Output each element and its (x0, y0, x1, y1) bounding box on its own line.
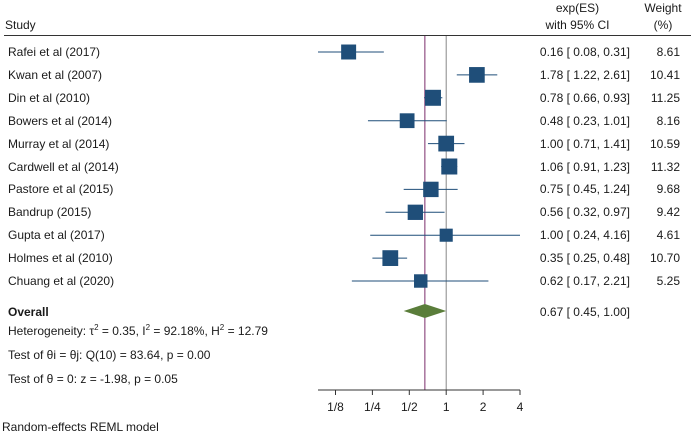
study-name: Cardwell et al (2014) (8, 159, 119, 174)
x-axis-tick-label: 2 (480, 400, 487, 414)
study-name: Gupta et al (2017) (8, 228, 105, 243)
study-es-ci: 0.62 [ 0.17, 2.21] (539, 274, 630, 288)
study-es-ci: 0.48 [ 0.23, 1.01] (539, 113, 630, 128)
study-weight: 8.61 (656, 45, 680, 59)
x-axis-tick-label: 4 (517, 400, 524, 414)
effect-size-marker (423, 181, 439, 198)
weight-column-header-line1: Weight (644, 1, 682, 15)
study-weight: 8.16 (656, 113, 680, 128)
tau-squared-sup: 2 (94, 323, 99, 332)
heterogeneity-h-rest: = 12.79 (224, 324, 268, 338)
x-axis-tick-label: 1/4 (364, 400, 381, 414)
study-name: Rafei et al (2017) (8, 45, 101, 59)
study-es-ci: 0.56 [ 0.32, 0.97] (539, 205, 630, 220)
effect-size-marker (438, 135, 455, 152)
study-name: Din et al (2010) (8, 90, 91, 105)
study-name: Bandrup (2015) (8, 205, 92, 220)
effect-size-marker (382, 250, 399, 266)
heterogeneity-i-rest: = 92.18%, H (150, 324, 220, 338)
i-squared-sup: 2 (145, 323, 151, 332)
effect-size-marker (399, 113, 415, 129)
study-column-header: Study (5, 18, 36, 32)
heterogeneity-prefix: Heterogeneity: τ (8, 324, 95, 338)
study-es-ci: 0.16 [ 0.08, 0.31] (539, 45, 630, 59)
study-name: Pastore et al (2015) (8, 182, 114, 197)
overall-es-text: 0.67 [ 0.45, 1.00] (539, 305, 630, 319)
study-weight: 11.25 (650, 90, 680, 105)
study-name: Bowers et al (2014) (8, 113, 113, 128)
model-note: Random-effects REML model (2, 420, 159, 434)
es-column-header-line1: exp(ES) (555, 1, 600, 15)
test-theta-i-equals-theta-j: Test of θi = θj: Q(10) = 83.64, p = 0.00 (8, 348, 211, 362)
study-weight: 10.59 (649, 136, 680, 151)
study-es-ci: 0.35 [ 0.25, 0.48] (539, 251, 630, 266)
x-axis-tick-label: 1/8 (327, 400, 344, 414)
effect-size-marker (424, 89, 441, 106)
es-column-header-line2: with 95% CI (545, 18, 610, 32)
overall-diamond (403, 304, 447, 318)
study-weight: 10.70 (649, 251, 680, 266)
h-squared-sup: 2 (219, 323, 225, 332)
heterogeneity-tau-rest: = 0.35, I (98, 324, 146, 338)
study-weight: 9.42 (656, 205, 680, 220)
effect-size-marker (469, 67, 485, 83)
study-weight: 5.25 (656, 274, 680, 288)
effect-size-marker (439, 228, 453, 242)
x-axis-tick-label: 1 (443, 400, 450, 414)
effect-size-marker (407, 204, 423, 220)
study-name: Chuang et al (2020) (8, 274, 115, 288)
study-es-ci: 1.00 [ 0.24, 4.16] (539, 228, 630, 243)
study-es-ci: 0.75 [ 0.45, 1.24] (539, 182, 630, 197)
study-es-ci: 1.00 [ 0.71, 1.41] (539, 136, 630, 151)
study-weight: 10.41 (649, 67, 680, 82)
study-name: Holmes et al (2010) (8, 251, 113, 266)
effect-size-marker (341, 44, 357, 60)
effect-size-marker (441, 158, 458, 175)
study-weight: 9.68 (656, 182, 680, 197)
overall-label: Overall (8, 305, 49, 319)
study-weight: 4.61 (656, 228, 680, 243)
effect-size-marker (414, 274, 428, 288)
x-axis-tick-label: 1/2 (401, 400, 418, 414)
study-es-ci: 0.78 [ 0.66, 0.93] (539, 90, 630, 105)
study-es-ci: 1.78 [ 1.22, 2.61] (539, 67, 630, 82)
test-theta-zero: Test of θ = 0: z = -1.98, p = 0.05 (8, 372, 178, 386)
study-name: Murray et al (2014) (8, 136, 110, 151)
study-es-ci: 1.06 [ 0.91, 1.23] (539, 159, 630, 174)
header-rule (4, 35, 691, 36)
weight-column-header-line2: (%) (653, 18, 673, 32)
study-weight: 11.32 (650, 159, 680, 174)
study-name: Kwan et al (2007) (8, 67, 103, 82)
heterogeneity-stats: Heterogeneity: τ2 = 0.35, I2 = 92.18%, H… (8, 323, 268, 339)
